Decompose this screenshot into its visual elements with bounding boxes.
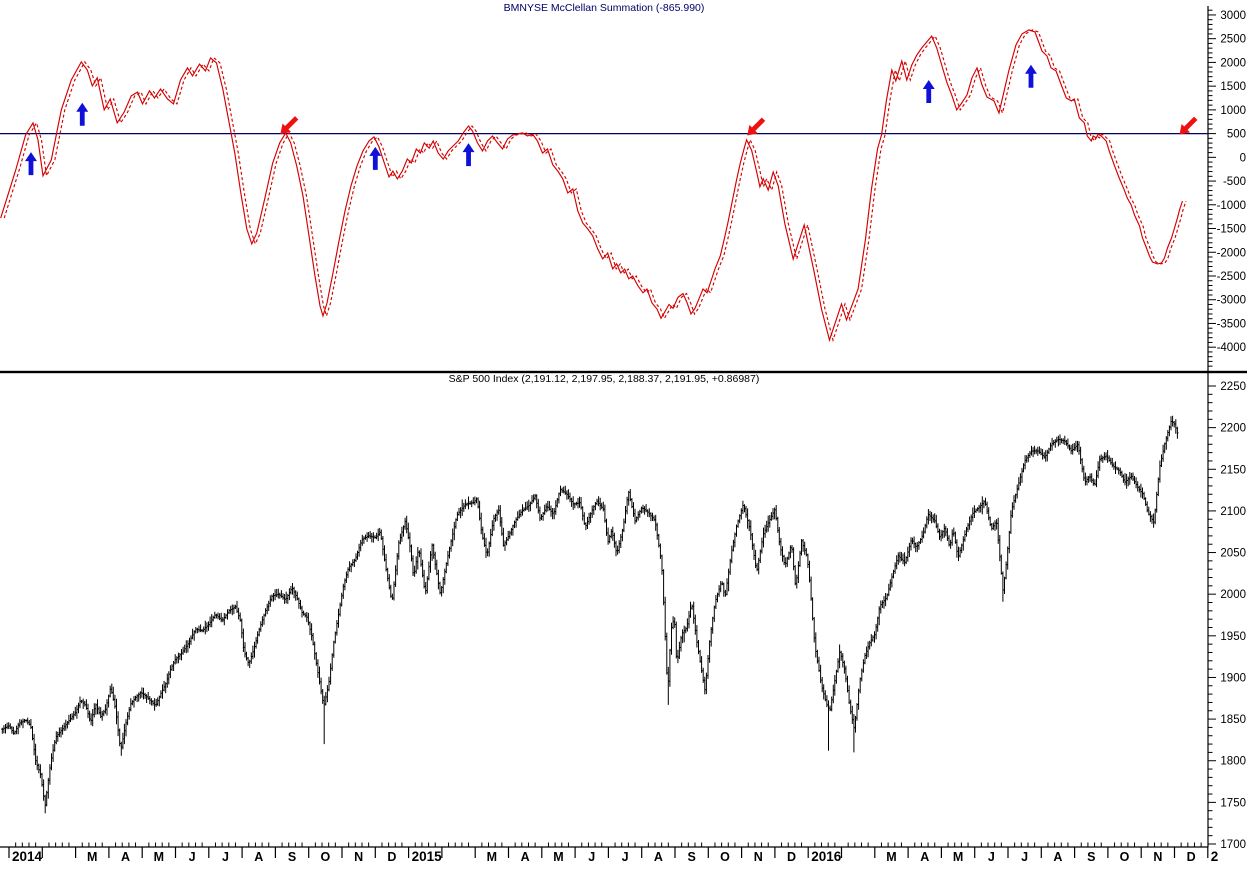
top-axis-tick-label: 2500 [1220,34,1246,46]
sell-arrow-icon [747,117,766,136]
month-label: J [988,850,995,864]
month-label: D [387,850,396,864]
month-label: N [754,850,763,864]
month-label: D [1187,850,1196,864]
buy-arrow-icon [369,146,382,170]
month-label: D [787,850,796,864]
month-label: O [1120,850,1130,864]
buy-arrow-icon [76,102,89,126]
month-label: N [354,850,363,864]
top-axis-tick-label: -2000 [1217,247,1246,259]
mcclellan-panel-title: BMNYSE McClellan Summation (-865.990) [503,2,705,14]
bottom-axis-tick-label: 1800 [1220,756,1246,768]
month-label: S [1087,850,1095,864]
buy-arrow-icon [24,152,37,176]
panel-divider [0,370,1247,374]
month-label: A [121,850,130,864]
month-label: S [687,850,695,864]
year-label: 2 [1211,849,1219,864]
bottom-axis-tick-label: 1900 [1220,672,1246,684]
bottom-axis-tick-label: 2200 [1220,423,1246,435]
bottom-axis-tick-label: 2150 [1220,464,1246,476]
bottom-axis-tick-label: 1700 [1220,839,1246,851]
year-label: 2014 [12,849,43,864]
month-label: O [320,850,330,864]
summation-line [0,29,1184,343]
buy-arrow-icon [1024,64,1037,88]
month-label: M [154,850,164,864]
top-axis-tick-label: -1500 [1217,224,1246,236]
top-axis-tick-label: -1000 [1217,200,1246,212]
month-label: N [1153,850,1162,864]
bottom-axis-tick-label: 1850 [1220,714,1246,726]
top-axis-tick-label: 500 [1227,129,1246,141]
month-label: M [553,850,563,864]
sp500-ohlc-bars [1,415,1179,814]
bottom-axis-tick-label: 2250 [1220,381,1246,393]
bottom-axis-tick-label: 2100 [1220,506,1246,518]
year-label: 2015 [412,849,443,864]
month-label: S [288,850,296,864]
month-label: M [953,850,963,864]
year-label: 2016 [811,849,842,864]
month-label: A [1053,850,1062,864]
month-label: J [622,850,629,864]
bottom-axis-tick-label: 2050 [1220,548,1246,560]
top-axis-tick-label: -4000 [1217,342,1246,354]
month-label: A [654,850,663,864]
month-label: M [886,850,896,864]
top-axis-tick-label: -3000 [1217,295,1246,307]
top-axis-tick-label: -500 [1223,176,1246,188]
month-label: J [222,850,229,864]
top-axis-tick-label: 1500 [1220,81,1246,93]
top-axis-tick-label: 1000 [1220,105,1246,117]
buy-arrow-icon [462,143,475,167]
month-label: A [521,850,530,864]
buy-arrow-icon [922,79,935,103]
month-label: M [487,850,497,864]
top-axis-tick-label: 0 [1240,152,1246,164]
bottom-axis-tick-label: 1750 [1220,797,1246,809]
sp500-panel-title: S&P 500 Index (2,191.12, 2,197.95, 2,188… [448,373,760,385]
top-axis-tick-label: 2000 [1220,57,1246,69]
top-axis-tick-label: 3000 [1220,10,1246,22]
top-axis-tick-label: -2500 [1217,271,1246,283]
month-label: A [254,850,263,864]
month-label: J [1021,850,1028,864]
sell-arrow-icon [280,116,299,135]
month-label: J [588,850,595,864]
month-label: J [189,850,196,864]
month-label: M [87,850,97,864]
bottom-axis-tick-label: 1950 [1220,631,1246,643]
month-label: A [920,850,929,864]
bottom-axis-tick-label: 2000 [1220,589,1246,601]
top-axis-tick-label: -3500 [1217,318,1246,330]
sell-arrow-icon [1179,116,1198,135]
month-label: O [720,850,730,864]
summation-line-dashed [3,29,1187,343]
